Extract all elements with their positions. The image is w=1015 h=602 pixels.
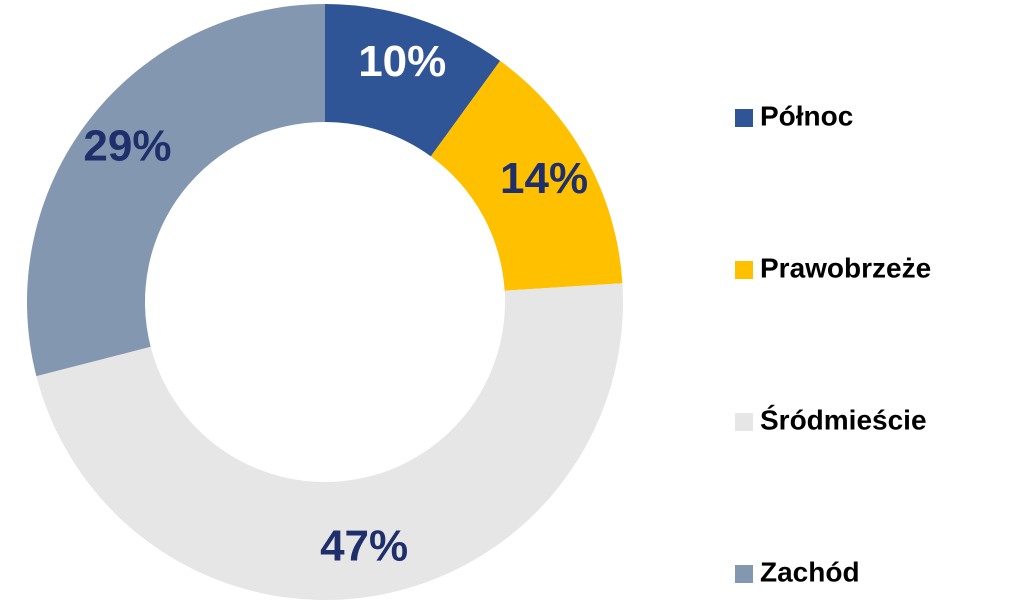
legend-swatch [735, 565, 753, 583]
donut-slice [325, 4, 501, 157]
data-label: 47% [320, 522, 408, 571]
legend-swatch [735, 261, 753, 279]
donut-slice [430, 60, 623, 291]
legend-label: Zachód [760, 556, 860, 587]
legend-label: Północ [760, 100, 853, 131]
legend-label: Prawobrzeże [760, 252, 931, 283]
legend-label: Śródmieście [760, 404, 927, 435]
donut-slice [36, 283, 624, 601]
data-label: 10% [358, 37, 446, 86]
legend-swatch [735, 109, 753, 127]
data-label: 14% [500, 154, 588, 203]
legend-swatch [735, 413, 753, 431]
donut-slice [26, 4, 325, 377]
data-label: 29% [83, 121, 171, 170]
